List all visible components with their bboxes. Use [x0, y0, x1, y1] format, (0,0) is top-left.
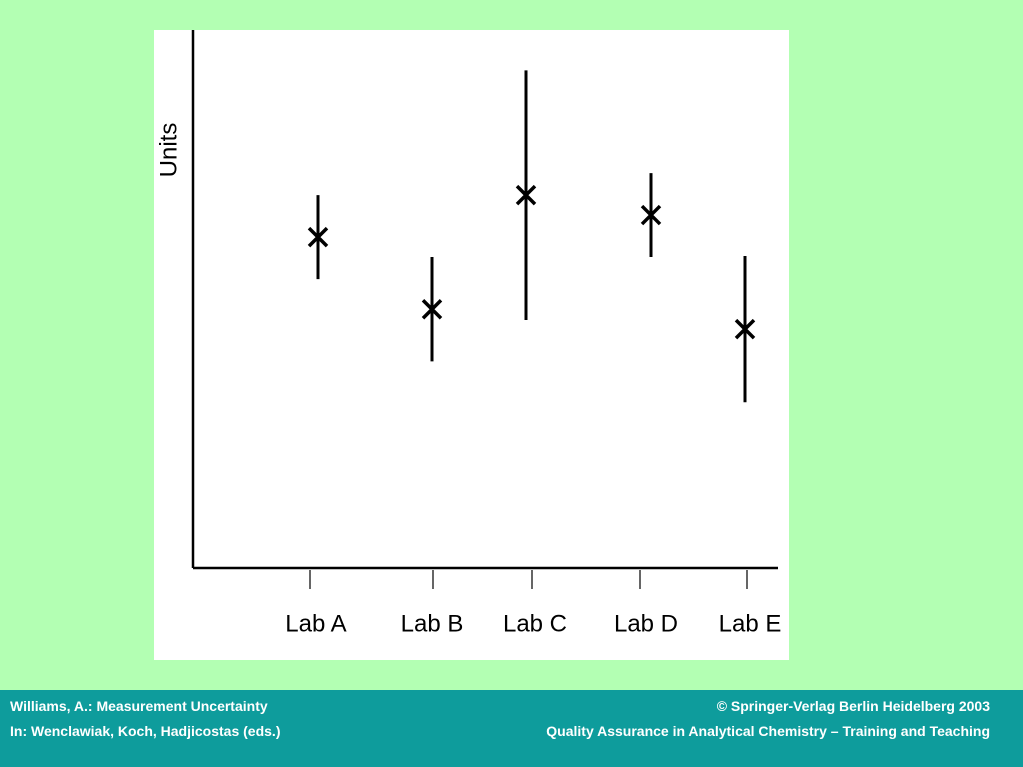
chart-panel: [154, 30, 789, 660]
x-tick-label: Lab B: [401, 610, 464, 637]
y-axis-label: Units: [155, 123, 182, 178]
marker: [734, 318, 756, 340]
footer-text: © Springer-Verlag Berlin Heidelberg 2003: [716, 698, 990, 714]
x-tick-label: Lab D: [614, 610, 678, 637]
marker: [421, 298, 443, 320]
footer-text: Williams, A.: Measurement Uncertainty: [10, 698, 268, 714]
footer-text: Quality Assurance in Analytical Chemistr…: [546, 723, 990, 739]
marker: [307, 226, 329, 248]
marker: [515, 184, 537, 206]
marker: [640, 204, 662, 226]
chart: Units Lab A Lab B Lab C Lab D Lab E: [154, 30, 789, 660]
x-tick-label: Lab C: [503, 610, 567, 637]
footer: Williams, A.: Measurement Uncertainty In…: [0, 690, 1023, 767]
footer-text: In: Wenclawiak, Koch, Hadjicostas (eds.): [10, 723, 281, 739]
x-tick-label: Lab E: [719, 610, 782, 637]
x-tick-label: Lab A: [285, 610, 346, 637]
